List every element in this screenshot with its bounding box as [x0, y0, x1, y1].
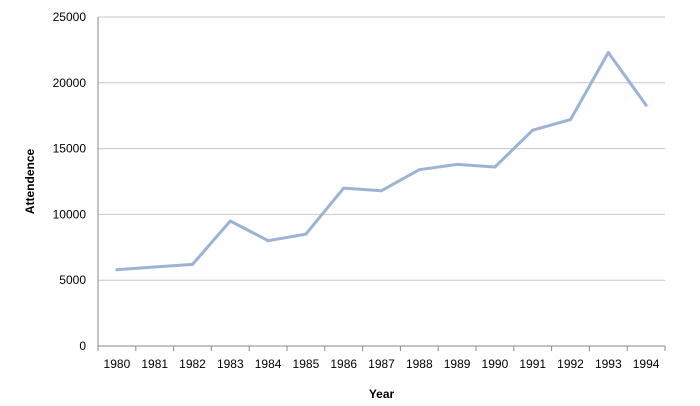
series-line: [115, 51, 648, 272]
data-point: [606, 51, 610, 54]
data-point: [417, 168, 421, 172]
x-tick-label: 1991: [519, 357, 546, 371]
data-point: [115, 268, 119, 272]
x-tick-label: 1989: [444, 357, 471, 371]
x-tick-label: 1993: [595, 357, 622, 371]
x-tick-label: 1992: [557, 357, 584, 371]
y-tick-label: 15000: [53, 142, 87, 156]
data-point: [569, 118, 572, 122]
y-tick-label: 25000: [53, 10, 87, 24]
data-point: [191, 263, 194, 266]
x-tick-label: 1990: [482, 357, 509, 371]
grid-lines: [98, 16, 665, 281]
y-tick-label: 5000: [59, 273, 86, 287]
data-point: [228, 219, 232, 223]
x-tick-label: 1981: [141, 357, 168, 371]
data-point: [380, 189, 383, 193]
y-axis-title: Attendence: [23, 149, 37, 215]
data-point: [266, 239, 270, 243]
data-point: [153, 265, 157, 269]
y-tick-label: 10000: [53, 207, 87, 221]
x-tick-label: 1986: [330, 357, 357, 371]
x-axis-title: Year: [369, 387, 395, 401]
y-tick-label: 0: [79, 339, 86, 353]
tick-labels: 0 5000 10000 15000 20000 25000 1980 1981 1982 198…: [53, 10, 660, 371]
series-layer: [115, 51, 648, 272]
data-point: [342, 186, 346, 190]
x-tick-label: 1984: [255, 357, 282, 371]
x-tick-label: 1985: [293, 357, 320, 371]
data-point: [531, 128, 535, 132]
data-point: [493, 165, 497, 169]
x-tick-label: 1988: [406, 357, 433, 371]
data-point: [455, 162, 459, 166]
x-tick-label: 1980: [104, 357, 131, 371]
x-tick-label: 1983: [217, 357, 244, 371]
data-point: [304, 232, 308, 236]
y-tick-label: 20000: [53, 76, 87, 90]
x-tick-label: 1994: [633, 357, 660, 371]
data-point: [644, 103, 648, 107]
x-tick-label: 1987: [368, 357, 395, 371]
x-tick-label: 1982: [179, 357, 206, 371]
axes: [97, 17, 666, 351]
